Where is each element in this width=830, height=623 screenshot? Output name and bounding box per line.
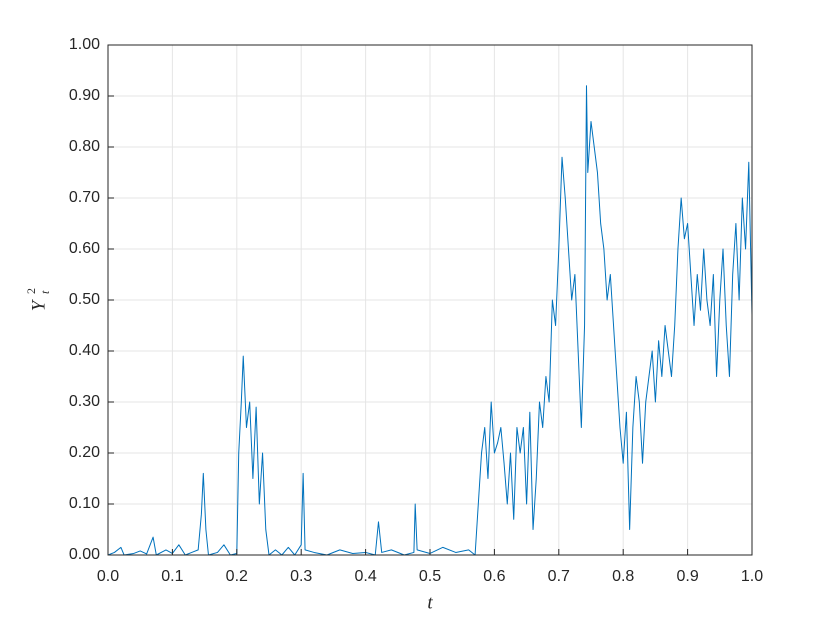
x-axis-label: t <box>427 592 433 613</box>
x-tick-label: 1.0 <box>741 568 763 585</box>
y-tick-label: 0.20 <box>69 444 100 461</box>
x-tick-label: 0.5 <box>419 568 441 585</box>
x-tick-label: 0.4 <box>354 568 376 585</box>
y-tick-label: 0.80 <box>69 138 100 155</box>
y-tick-label: 0.30 <box>69 393 100 410</box>
x-tick-label: 0.1 <box>161 568 183 585</box>
y-tick-label: 0.40 <box>69 342 100 359</box>
y-axis-label-main: Y <box>28 298 49 311</box>
y-axis-label-sub: t <box>38 290 52 294</box>
y-axis-label: Y t 2 <box>24 288 52 311</box>
ticks: 0.0 0.1 0.2 0.3 0.4 0.5 0.6 0.7 0.8 0.9 1.0 0.00 0.1… <box>69 36 763 585</box>
y-tick-label: 0.60 <box>69 240 100 257</box>
x-tick-label: 0.7 <box>548 568 570 585</box>
x-tick-label: 0.8 <box>612 568 634 585</box>
y-tick-label: 0.00 <box>69 546 100 563</box>
x-tick-label: 0.3 <box>290 568 312 585</box>
data-line <box>107 85 753 556</box>
plot-area <box>107 85 753 556</box>
x-tick-label: 0.6 <box>483 568 505 585</box>
y-tick-label: 0.50 <box>69 291 100 308</box>
y-tick-label: 0.10 <box>69 495 100 512</box>
x-tick-label: 0.0 <box>97 568 119 585</box>
x-tick-label: 0.9 <box>676 568 698 585</box>
y-tick-label: 0.90 <box>69 87 100 104</box>
x-tick-label: 0.2 <box>226 568 248 585</box>
y-tick-label: 1.00 <box>69 36 100 53</box>
y-tick-label: 0.70 <box>69 189 100 206</box>
y-axis-label-sup: 2 <box>24 288 38 294</box>
